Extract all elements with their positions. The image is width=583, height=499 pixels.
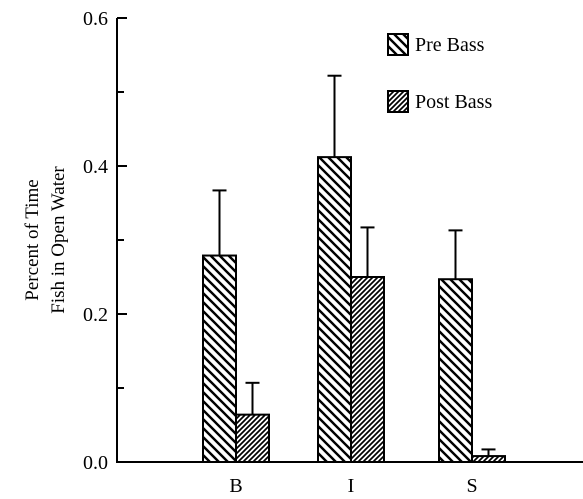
bar-post-bass-I <box>350 276 385 463</box>
y-tick-label: 0.4 <box>83 156 108 178</box>
x-tick-label-I: I <box>348 475 355 497</box>
x-tick-label-S: S <box>466 475 477 497</box>
bar-pre-bass-I <box>317 156 352 463</box>
y-tick-label: 0.2 <box>83 304 108 326</box>
legend-swatch-pre-bass <box>387 33 409 56</box>
bar-post-bass-S <box>471 455 506 463</box>
y-axis-label-line-2: Fish in Open Water <box>48 166 69 314</box>
bar-pre-bass-B <box>202 254 237 463</box>
x-tick-label-B: B <box>229 475 242 497</box>
y-tick-label: 0.6 <box>83 8 108 30</box>
legend-label-post-bass: Post Bass <box>415 91 492 113</box>
legend: Pre Bass Post Bass <box>387 33 492 113</box>
bars <box>202 74 506 464</box>
legend-swatch-post-bass <box>387 90 409 113</box>
y-tick-label: 0.0 <box>83 452 108 474</box>
legend-label-pre-bass: Pre Bass <box>415 34 485 56</box>
y-ticks: 0.0 0.2 0.4 0.6 <box>83 8 127 474</box>
y-axis-label-line-1: Percent of Time <box>22 179 43 300</box>
bar-post-bass-B <box>235 413 270 464</box>
bar-pre-bass-S <box>438 278 473 463</box>
